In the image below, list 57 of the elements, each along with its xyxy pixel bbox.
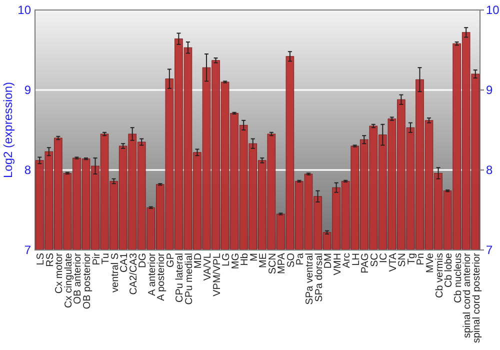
y-tick-label: 9 [24,83,32,98]
y-axis-title: Log2 (expression) [1,82,15,178]
x-tick-label: SO [286,252,297,268]
y2-tick-label: 7 [486,243,493,258]
x-tick-label: Pir [91,252,102,266]
x-tick-label: CPu medial [184,253,195,305]
x-tick-label: SPa ventral [304,253,316,305]
x-tick-label: MG [230,252,242,270]
x-tick-label: SN [397,253,408,267]
x-tick-label: Hb [240,252,251,266]
x-tick-label: Tg [406,253,418,265]
y-tick-label: 8 [24,163,32,178]
x-tick-label: OB posterior [82,252,93,310]
x-tick-label: LG [221,252,232,266]
x-tick-label: Pn [416,253,427,266]
x-tick-label: DG [138,252,149,268]
x-tick-label: spinal cord anterior [462,252,474,338]
x-tick-label: DM [323,253,334,269]
y2-tick-label: 8 [486,163,493,178]
x-tick-label: Cb vermis [434,253,446,298]
x-tick-label: spinal cord posterior [471,252,482,344]
x-tick-label: Arc [342,253,353,268]
x-tick-label: MD [193,253,204,269]
x-tick-label: SC [369,253,380,267]
y2-tick-label: 9 [486,83,493,98]
y-tick-label: 10 [18,3,32,18]
x-tick-label: OB anterior [72,252,84,304]
y2-tick-label: 10 [486,3,500,18]
x-tick-label: SCN [267,253,278,274]
x-tick-label: SPa dorsal [314,253,325,302]
x-tick-label: CA2/CA3 [128,252,140,295]
x-tick-label: PAG [360,252,372,274]
x-tick-label: Cb nucleus [452,253,464,304]
x-tick-label: VTA [388,252,399,272]
x-tick-label: Tu [100,253,112,264]
x-tick-label: Cx motor [54,252,66,294]
x-tick-label: CPu lateral [174,253,186,302]
x-tick-label: MVe [425,252,436,274]
x-tick-label: Cx cingulate [63,252,74,308]
x-tick-label: A anterior [146,252,158,296]
x-tick-label: Pa [295,252,306,266]
x-tick-label: LS [36,252,47,266]
x-tick-label: M [248,253,260,262]
x-tick-label: GP [165,252,176,268]
x-tick-label: VMH [332,253,344,276]
x-tick-label: IC [378,253,390,263]
y-tick-label: 7 [24,243,32,258]
x-tick-label: VA/VL [202,252,214,281]
x-tick-label: ventral S [110,252,121,292]
x-tick-label: CA1 [119,252,130,272]
x-tick-label: Cb lobe [444,252,455,288]
x-tick-label: MPA [276,252,288,274]
x-tick-label: A posterior [156,252,168,301]
x-tick-label: VPM/VPL [212,252,223,296]
x-tick-label: ME [258,252,270,268]
x-tick-label: LH [350,253,362,266]
x-tick-label: RS [44,252,56,267]
